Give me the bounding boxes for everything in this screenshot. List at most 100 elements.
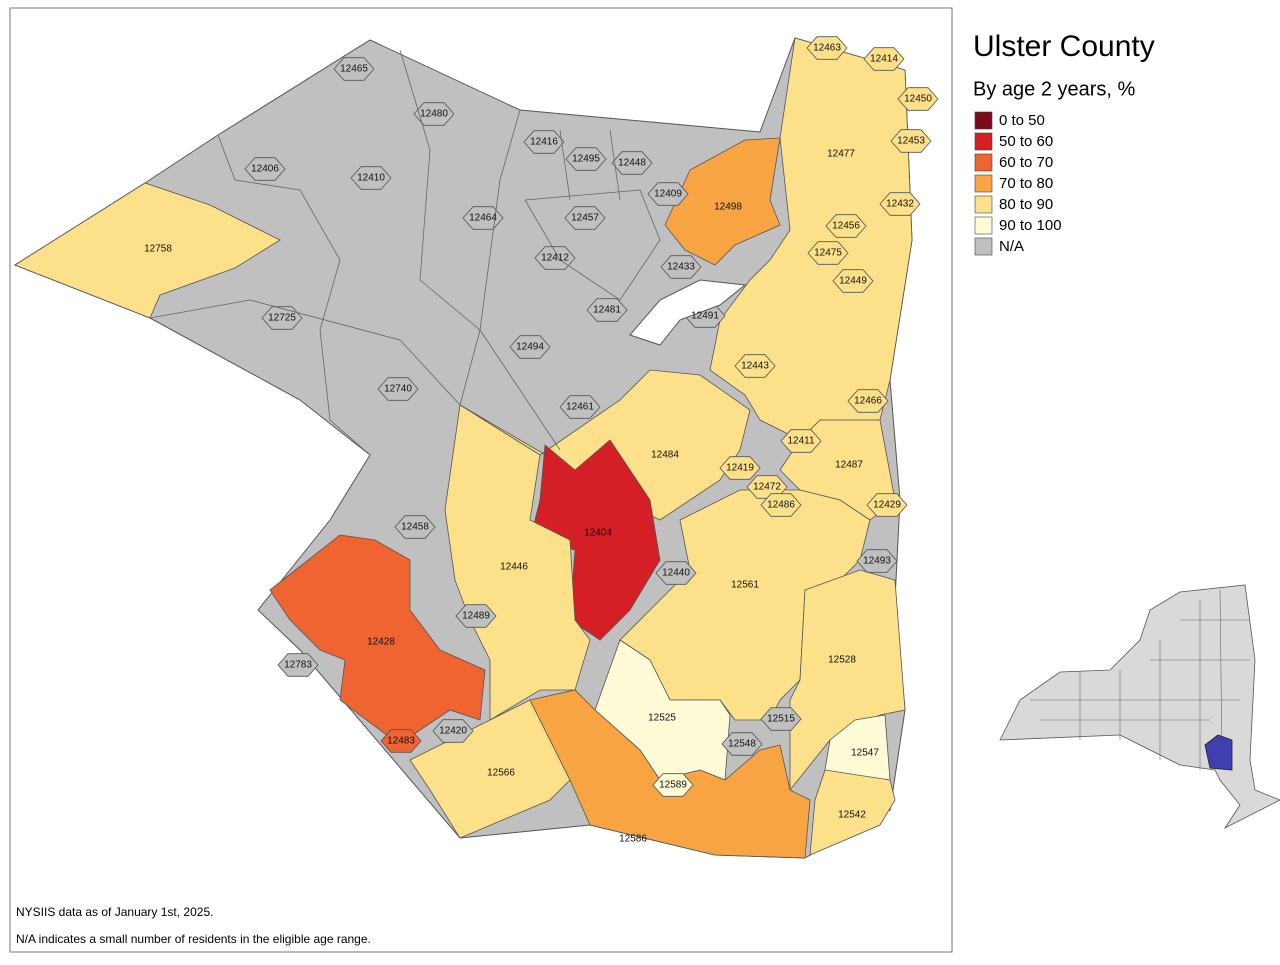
title: Ulster County: [973, 30, 1155, 63]
zip-region: [655, 561, 697, 585]
zip-region: [565, 147, 607, 171]
zip-region: [660, 255, 702, 279]
zip-label: 12740: [384, 384, 412, 395]
zip-region: [333, 57, 375, 81]
zip-region: [432, 719, 474, 743]
zip-region: [760, 493, 802, 517]
zip-region: [462, 206, 504, 230]
zip-label: 12525: [648, 713, 676, 724]
zip-label: 12472: [753, 482, 781, 493]
state-counties: [1030, 589, 1250, 770]
zip-region: [350, 166, 392, 190]
zip-label: 12465: [340, 64, 368, 75]
zip-region: [529, 689, 811, 859]
boundary: [479, 109, 561, 451]
zip-region: [269, 534, 486, 746]
zip-region: [734, 354, 776, 378]
zip-label: 12484: [651, 450, 679, 461]
zip-label: 12589: [659, 780, 687, 791]
zip-region: [647, 182, 689, 206]
zip-label: 12486: [767, 500, 795, 511]
zip-label: 12758: [144, 244, 172, 255]
zip-region: [277, 653, 319, 677]
zip-label: 12414: [870, 54, 898, 65]
zip-label: 12566: [487, 768, 515, 779]
zip-label: 12466: [854, 396, 882, 407]
zip-label: 12477: [827, 149, 855, 160]
zip-label: 12443: [741, 361, 769, 372]
zip-region: [394, 515, 436, 539]
zip-region: [890, 129, 932, 153]
zip-label: 12461: [566, 402, 594, 413]
zip-label: 12410: [357, 173, 385, 184]
zip-label: 12433: [667, 262, 695, 273]
zip-label: 12481: [593, 305, 621, 316]
subtitle: By age 2 years, %: [973, 78, 1136, 100]
legend-swatch: [974, 111, 993, 130]
boundary: [149, 299, 461, 406]
legend-label: 80 to 90: [999, 196, 1053, 213]
legend: 0 to 50 50 to 60 60 to 70 70 to 80 80 to 90 9…: [974, 111, 1062, 256]
zip-regions: [14, 36, 939, 859]
zip-label: 12542: [838, 810, 866, 821]
zip-region: [413, 102, 455, 126]
zip-label: 12528: [828, 655, 856, 666]
zip-region: [879, 192, 921, 216]
ulster-highlight: [1204, 734, 1233, 771]
zip-label: 12493: [863, 556, 891, 567]
legend-swatch: [974, 195, 993, 214]
zip-label: 12420: [439, 726, 467, 737]
zip-region: [564, 206, 606, 230]
zip-region: [652, 773, 694, 797]
zip-region: [709, 37, 913, 441]
zip-label: 12416: [530, 137, 558, 148]
zip-label: 12409: [654, 189, 682, 200]
zip-label: 12464: [469, 213, 497, 224]
note: NYSIIS data as of January 1st, 2025.: [16, 905, 213, 919]
zip-region: [780, 429, 822, 453]
zip-label: 12498: [714, 202, 742, 213]
zip-region: [719, 456, 761, 480]
zip-label: 12586: [619, 834, 647, 845]
zip-region: [807, 241, 849, 265]
zip-label: 12411: [787, 436, 815, 447]
zip-region: [847, 389, 889, 413]
zip-label: 12475: [814, 248, 842, 259]
legend-label: 70 to 80: [999, 175, 1053, 192]
zip-region: [760, 707, 802, 731]
zip-region: [721, 732, 763, 756]
zip-region: [14, 182, 281, 319]
zip-region: [244, 157, 286, 181]
boundary: [524, 189, 661, 301]
zip-label: 12432: [886, 199, 914, 210]
zip-region: [586, 298, 628, 322]
boundary: [217, 134, 371, 456]
zip-region: [611, 151, 653, 175]
zip-label: 12480: [420, 109, 448, 120]
state-shape: [999, 584, 1280, 830]
zip-label: 12515: [767, 714, 795, 725]
zip-labels: 12465 12480 12406 12410 12416 12495 12448 12409…: [144, 43, 932, 845]
zip-label: 12489: [462, 611, 490, 622]
legend-swatch: [974, 216, 993, 235]
zip-region: [806, 36, 848, 60]
zip-region: [866, 493, 908, 517]
zip-label: 12487: [835, 460, 863, 471]
zip-label: 12547: [851, 748, 879, 759]
zip-label: 12783: [284, 660, 312, 671]
state-inset: [999, 584, 1280, 830]
zip-label: 12404: [584, 528, 612, 539]
zip-region: [455, 604, 497, 628]
legend-swatch: [974, 237, 993, 256]
zip-region: [261, 306, 303, 330]
zip-label: 12429: [873, 500, 901, 511]
legend-label: N/A: [999, 238, 1024, 255]
zip-region: [832, 269, 874, 293]
boundary: [559, 129, 621, 201]
reservoir: [629, 279, 747, 346]
zip-region: [559, 395, 601, 419]
zip-region: [509, 335, 551, 359]
zip-label: 12446: [500, 562, 528, 573]
legend-label: 0 to 50: [999, 112, 1045, 129]
